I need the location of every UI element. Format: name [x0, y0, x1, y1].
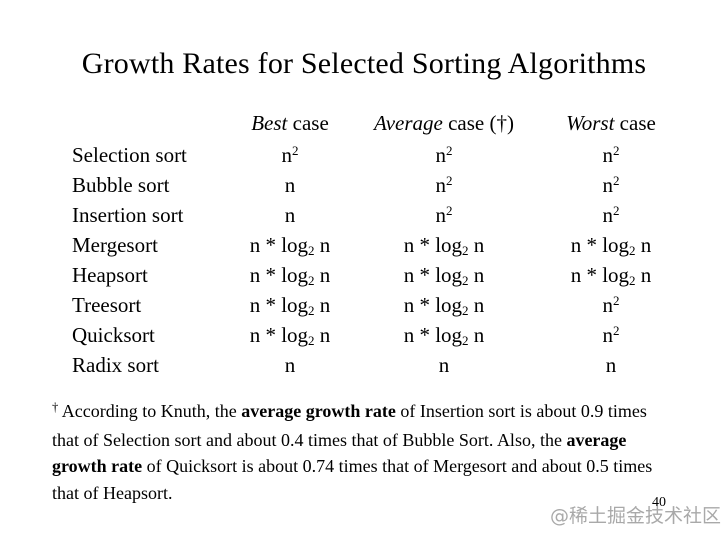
- average-case-value: n * log2 n: [403, 263, 485, 288]
- best-case-value: n: [284, 353, 296, 377]
- worst-case-value: n2: [602, 142, 620, 167]
- average-case-value: n * log2 n: [403, 323, 485, 348]
- row-label: Heapsort: [72, 263, 148, 287]
- average-case-value: n2: [435, 172, 453, 197]
- watermark: @稀土掘金技术社区: [549, 505, 721, 527]
- best-case-value: n * log2 n: [249, 233, 331, 258]
- row-label: Mergesort: [72, 233, 158, 257]
- best-case-value: n: [284, 203, 296, 227]
- average-case-value: n2: [435, 202, 453, 227]
- column-header-average-case: Average case (†): [374, 111, 514, 135]
- worst-case-value: n * log2 n: [570, 233, 652, 258]
- row-label: Bubble sort: [72, 173, 170, 197]
- row-label: Radix sort: [72, 353, 159, 377]
- table-row-insertion-sort: Insertion sort n n2 n2: [72, 200, 692, 230]
- best-case-value: n * log2 n: [249, 323, 331, 348]
- average-case-value: n * log2 n: [403, 233, 485, 258]
- table-row-bubble-sort: Bubble sort n n2 n2: [72, 170, 692, 200]
- table-row-treesort: Treesort n * log2 n n * log2 n n2: [72, 290, 692, 320]
- page-number: 40: [652, 495, 666, 510]
- best-case-value: n * log2 n: [249, 293, 331, 318]
- table-row-mergesort: Mergesort n * log2 n n * log2 n n * log2…: [72, 230, 692, 260]
- row-label: Treesort: [72, 293, 142, 317]
- table-row-heapsort: Heapsort n * log2 n n * log2 n n * log2 …: [72, 260, 692, 290]
- column-header-empty: [72, 107, 230, 140]
- worst-case-value: n2: [602, 202, 620, 227]
- worst-case-value: n2: [602, 322, 620, 347]
- table-header-row: Best case Average case (†) Worst case: [72, 107, 692, 140]
- best-case-value: n * log2 n: [249, 263, 331, 288]
- average-case-value: n: [438, 353, 450, 377]
- best-case-value: n2: [281, 142, 299, 167]
- average-case-value: n * log2 n: [403, 293, 485, 318]
- worst-case-value: n: [605, 353, 617, 377]
- worst-case-value: n2: [602, 172, 620, 197]
- column-header-worst-case: Worst case: [566, 111, 656, 135]
- footnote-knuth: † According to Knuth, the average growth…: [52, 400, 653, 503]
- worst-case-value: n * log2 n: [570, 263, 652, 288]
- best-case-value: n: [284, 173, 296, 197]
- table-row-selection-sort: Selection sort n2 n2 n2: [72, 140, 692, 170]
- column-header-best-case: Best case: [251, 111, 329, 135]
- slide-title: Growth Rates for Selected Sorting Algori…: [81, 47, 647, 80]
- row-label: Insertion sort: [72, 203, 184, 227]
- average-case-value: n2: [435, 142, 453, 167]
- table-row-radix-sort: Radix sort n n n: [72, 350, 692, 380]
- row-label: Quicksort: [72, 323, 155, 347]
- worst-case-value: n2: [602, 292, 620, 317]
- growth-rates-table: Best case Average case (†) Worst case Se…: [72, 107, 692, 380]
- table-row-quicksort: Quicksort n * log2 n n * log2 n n2: [72, 320, 692, 350]
- row-label: Selection sort: [72, 143, 187, 167]
